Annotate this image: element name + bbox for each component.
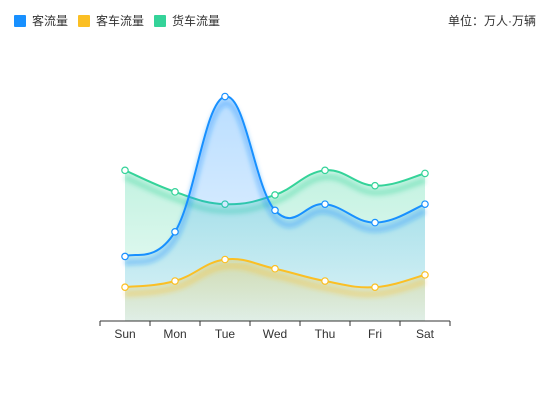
area-passenger-flow: [125, 96, 425, 321]
legend: 客流量 客车流量 货车流量: [14, 12, 220, 29]
point-bus-flow-mon[interactable]: [171, 277, 179, 285]
legend-item-truck-flow[interactable]: 货车流量: [154, 12, 220, 29]
point-bus-flow-tue[interactable]: [221, 255, 229, 264]
point-bus-flow-sat[interactable]: [421, 271, 429, 279]
legend-label-passenger-flow: 客流量: [32, 14, 69, 28]
point-passenger-flow-thu[interactable]: [321, 200, 329, 208]
x-tick-label-thu: Thu: [315, 327, 336, 341]
point-truck-flow-sat[interactable]: [421, 169, 429, 178]
x-tick-label-mon: Mon: [163, 327, 186, 341]
legend-item-passenger-flow[interactable]: 客流量: [14, 12, 68, 29]
point-truck-flow-sun[interactable]: [121, 166, 129, 175]
legend-item-bus-flow[interactable]: 客车流量: [78, 12, 144, 29]
point-truck-flow-mon[interactable]: [171, 188, 179, 196]
point-bus-flow-sun[interactable]: [121, 283, 129, 291]
point-bus-flow-fri[interactable]: [371, 283, 379, 291]
x-tick-label-sun: Sun: [114, 327, 135, 341]
point-passenger-flow-wed[interactable]: [271, 206, 279, 215]
x-tick-label-wed: Wed: [263, 327, 287, 341]
legend-label-truck-flow: 货车流量: [172, 14, 221, 28]
line-shadow-passenger-flow: [123, 100, 427, 267]
point-truck-flow-fri[interactable]: [371, 181, 379, 190]
point-passenger-flow-tue[interactable]: [221, 92, 229, 101]
point-bus-flow-thu[interactable]: [321, 277, 329, 285]
legend-label-bus-flow: 客车流量: [96, 14, 145, 28]
point-passenger-flow-fri[interactable]: [371, 218, 379, 227]
line-shadow-bus-flow: [124, 263, 426, 298]
legend-swatch-truck-flow: [154, 14, 167, 27]
point-passenger-flow-sat[interactable]: [421, 200, 429, 208]
line-shadow-truck-flow: [123, 174, 426, 215]
point-passenger-flow-sun[interactable]: [121, 252, 129, 261]
point-bus-flow-wed[interactable]: [271, 264, 279, 273]
x-tick-label-tue: Tue: [215, 327, 236, 341]
point-truck-flow-wed[interactable]: [271, 191, 279, 199]
x-tick-label-fri: Fri: [368, 327, 382, 341]
x-tick-label-sat: Sat: [416, 327, 435, 341]
unit-label: 单位：万人·万辆: [448, 14, 536, 28]
point-truck-flow-thu[interactable]: [321, 166, 329, 175]
legend-swatch-passenger-flow: [14, 14, 26, 27]
legend-swatch-bus-flow: [78, 14, 91, 27]
point-passenger-flow-mon[interactable]: [171, 228, 179, 236]
